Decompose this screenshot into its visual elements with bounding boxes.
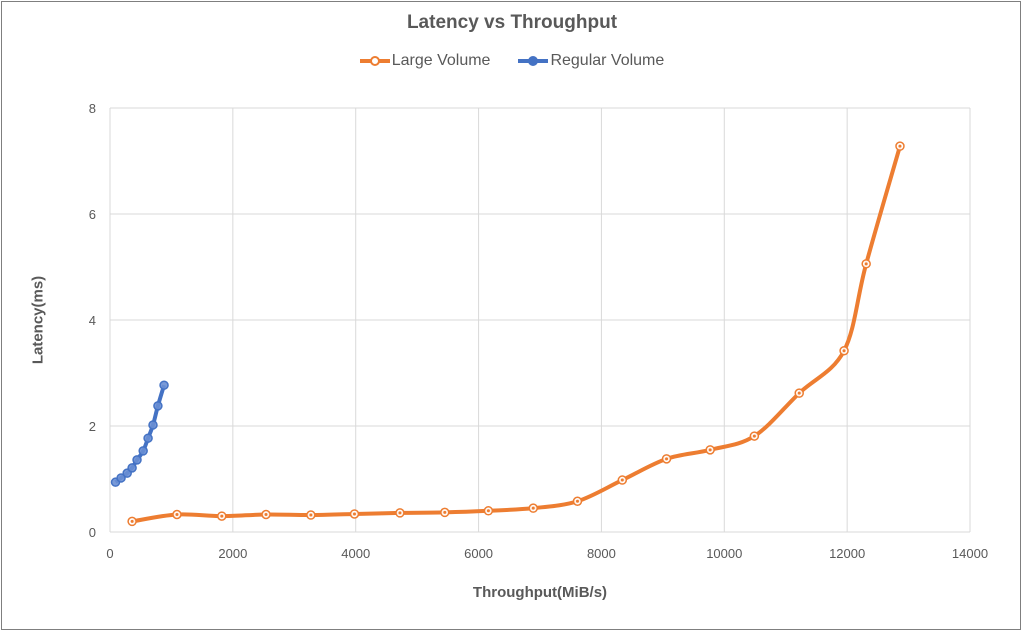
legend: Large Volume Regular Volume — [0, 52, 1024, 70]
data-point-dot — [352, 512, 356, 516]
data-point-marker — [148, 420, 158, 430]
data-point-dot — [864, 262, 868, 266]
data-point-marker — [153, 401, 163, 411]
legend-label: Regular Volume — [550, 52, 665, 69]
data-point-dot — [752, 434, 756, 438]
data-point-marker — [116, 473, 126, 483]
data-point-dot — [264, 513, 268, 517]
y-axis-label: Latency(ms) — [29, 275, 47, 365]
data-point-dot — [220, 514, 224, 518]
data-point-dot — [708, 448, 712, 452]
data-point-dot — [309, 513, 313, 517]
series-line — [131, 145, 902, 524]
data-point-dot — [486, 509, 490, 513]
legend-marker-blue-icon — [518, 56, 549, 66]
series-line — [114, 384, 166, 484]
y-tick-label: 8 — [89, 101, 96, 116]
y-tick-label: 6 — [89, 207, 96, 222]
x-tick-label: 4000 — [341, 546, 370, 561]
x-tick-label: 6000 — [464, 546, 493, 561]
y-tick-label: 4 — [89, 313, 96, 328]
x-tick-label: 10000 — [706, 546, 742, 561]
data-point-dot — [842, 349, 846, 353]
x-axis-label: Throughput(MiB/s) — [472, 584, 608, 601]
data-point-dot — [130, 519, 134, 523]
data-point-dot — [620, 478, 624, 482]
data-point-dot — [665, 457, 669, 461]
data-point-dot — [531, 506, 535, 510]
legend-item-large-volume: Large Volume — [359, 52, 491, 70]
data-point-marker — [143, 433, 153, 443]
x-tick-label: 8000 — [587, 546, 616, 561]
data-point-dot — [175, 513, 179, 517]
legend-label: Large Volume — [391, 52, 491, 69]
data-point-dot — [898, 144, 902, 148]
x-tick-label: 12000 — [829, 546, 865, 561]
data-point-dot — [398, 511, 402, 515]
x-tick-label: 0 — [106, 546, 113, 561]
data-point-marker — [138, 446, 148, 456]
x-tick-label: 2000 — [218, 546, 247, 561]
legend-marker-orange-icon — [359, 56, 390, 66]
legend-item-regular-volume: Regular Volume — [518, 52, 664, 70]
data-point-dot — [797, 391, 801, 395]
y-tick-label: 0 — [89, 525, 96, 540]
y-tick-label: 2 — [89, 419, 96, 434]
data-point-marker — [159, 380, 169, 390]
x-tick-label: 14000 — [952, 546, 988, 561]
data-point-dot — [443, 510, 447, 514]
data-point-dot — [575, 499, 579, 503]
data-point-marker — [127, 463, 137, 473]
data-point-marker — [132, 455, 142, 465]
chart-title: Latency vs Throughput — [406, 12, 618, 33]
